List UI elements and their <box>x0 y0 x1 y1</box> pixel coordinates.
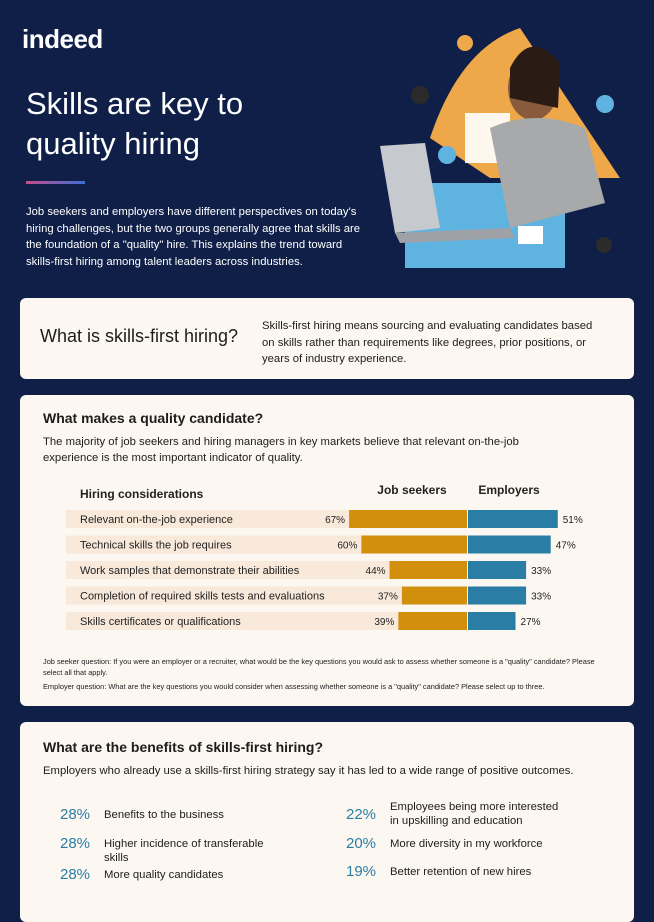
column-label: Hiring considerations <box>80 487 204 501</box>
value-label: 27% <box>521 617 541 628</box>
benefits-text: Employers who already use a skills-first… <box>43 765 574 777</box>
benefit-label: More diversity in my workforce <box>390 838 543 850</box>
bar <box>468 586 527 605</box>
row-band <box>66 561 467 579</box>
benefit-label: Higher incidence of transferable skills <box>104 838 264 864</box>
category-label: Technical skills the job requires <box>80 540 232 552</box>
benefit-label: Better retention of new hires <box>390 866 532 878</box>
category-label: Skills certificates or qualifications <box>80 616 241 628</box>
value-label: 33% <box>531 566 551 577</box>
bar <box>468 510 558 528</box>
value-label: 47% <box>556 541 576 552</box>
quality-card: What makes a quality candidate? The majo… <box>20 395 634 706</box>
bar <box>361 535 467 554</box>
value-label: 33% <box>531 592 551 603</box>
benefit-percent: 28% <box>60 866 91 883</box>
quality-text: The majority of job seekers and hiring m… <box>43 436 519 464</box>
benefit-percent: 28% <box>60 806 91 823</box>
bar <box>468 535 551 554</box>
benefit-percent: 20% <box>346 835 377 852</box>
legend-label: Employers <box>478 483 540 497</box>
hero-illustration <box>380 28 620 268</box>
bar <box>468 561 527 579</box>
category-label: Relevant on-the-job experience <box>80 514 233 526</box>
bar <box>349 510 467 528</box>
value-label: 44% <box>366 566 386 577</box>
benefits-card: What are the benefits of skills-first hi… <box>20 722 634 922</box>
legend-label: Job seekers <box>377 483 447 497</box>
benefit-label: Benefits to the business <box>104 809 224 821</box>
page: indeed Skills are key to quality hiring … <box>20 24 634 922</box>
bar <box>389 561 467 579</box>
value-label: 60% <box>337 541 357 552</box>
category-label: Work samples that demonstrate their abil… <box>80 565 300 577</box>
row-band <box>66 612 467 630</box>
definition-card: What is skills-first hiring? Skills-firs… <box>20 298 634 379</box>
definition-title: What is skills-first hiring? <box>40 326 239 346</box>
category-label: Completion of required skills tests and … <box>80 591 325 603</box>
bar <box>468 612 516 630</box>
quality-title: What makes a quality candidate? <box>43 410 264 426</box>
note: Employer question: What are the key ques… <box>43 682 545 691</box>
benefit-percent: 28% <box>60 835 91 852</box>
benefit-percent: 22% <box>346 806 377 823</box>
benefits-title: What are the benefits of skills-first hi… <box>43 739 324 755</box>
value-label: 51% <box>563 515 583 526</box>
benefit-label: More quality candidates <box>104 869 224 881</box>
value-label: 67% <box>325 515 345 526</box>
chart: Job seekers Employers Relevant on-the-job … <box>66 483 583 630</box>
title: Skills are key to quality hiring <box>26 86 244 161</box>
divider <box>26 181 85 184</box>
bar <box>398 612 467 630</box>
benefit-percent: 19% <box>346 863 377 880</box>
value-label: 39% <box>374 617 394 628</box>
logo: indeed <box>22 24 103 54</box>
benefit-label: Employees being more interested in upski… <box>390 801 559 827</box>
note: Job seeker question: If you were an empl… <box>43 657 595 677</box>
bar <box>401 586 467 605</box>
intro: Job seekers and employers have different… <box>26 206 361 268</box>
row-band <box>66 586 467 605</box>
definition-text: Skills-first hiring means sourcing and e… <box>262 320 593 365</box>
value-label: 37% <box>378 592 398 603</box>
